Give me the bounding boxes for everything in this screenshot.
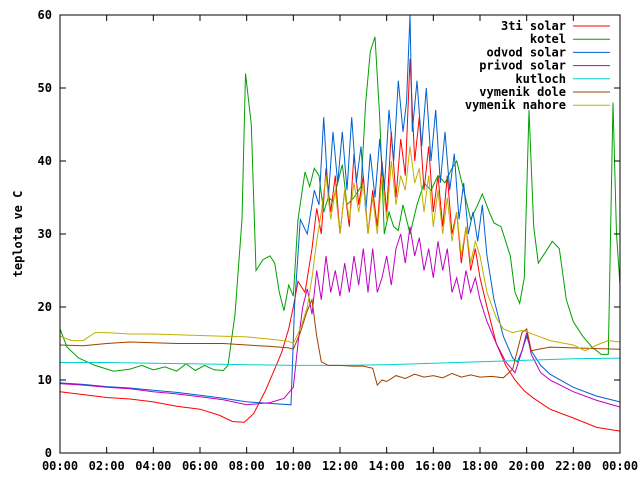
x-tick-label: 00:00 xyxy=(42,459,78,473)
y-tick-labels: 0 10 20 30 40 50 60 xyxy=(38,8,52,460)
series-line-2 xyxy=(59,14,621,406)
legend-label: vymenik dole xyxy=(479,85,566,99)
x-tick-label: 14:00 xyxy=(369,459,405,473)
legend-label: vymenik nahore xyxy=(465,98,566,112)
x-tick-label: 00:00 xyxy=(602,459,638,473)
legend-label: kotel xyxy=(530,32,566,46)
legend-label: kutloch xyxy=(515,72,566,86)
series-line-0 xyxy=(59,58,621,432)
legend-label: 3ti solar xyxy=(501,19,566,33)
x-tick-label: 04:00 xyxy=(135,459,171,473)
x-tick-label: 12:00 xyxy=(322,459,358,473)
x-tick-label: 16:00 xyxy=(415,459,451,473)
series-line-1 xyxy=(59,36,621,372)
series-line-5 xyxy=(59,297,621,387)
y-axis-label: teplota ve C xyxy=(11,191,25,278)
x-tick-label: 10:00 xyxy=(275,459,311,473)
x-tick-label: 22:00 xyxy=(555,459,591,473)
series-line-6 xyxy=(59,146,621,352)
y-tick-label: 30 xyxy=(38,227,52,241)
y-tick-label: 50 xyxy=(38,81,52,95)
x-tick-label: 08:00 xyxy=(229,459,265,473)
series-line-3 xyxy=(59,226,621,408)
y-tick-label: 10 xyxy=(38,373,52,387)
x-tick-labels: 00:00 02:00 04:00 06:00 08:00 10:00 12:00 14:00… xyxy=(42,459,638,473)
x-tick-label: 02:00 xyxy=(89,459,125,473)
y-tick-label: 20 xyxy=(38,300,52,314)
x-tick-label: 20:00 xyxy=(509,459,545,473)
x-tick-label: 18:00 xyxy=(462,459,498,473)
y-tick-label: 0 xyxy=(45,446,52,460)
legend-label: privod solar xyxy=(479,59,566,73)
axis-ticks xyxy=(59,14,621,454)
y-tick-label: 60 xyxy=(38,8,52,22)
series-lines xyxy=(59,14,621,432)
y-tick-label: 40 xyxy=(38,154,52,168)
x-tick-label: 06:00 xyxy=(182,459,218,473)
legend-label: odvod solar xyxy=(487,45,566,59)
